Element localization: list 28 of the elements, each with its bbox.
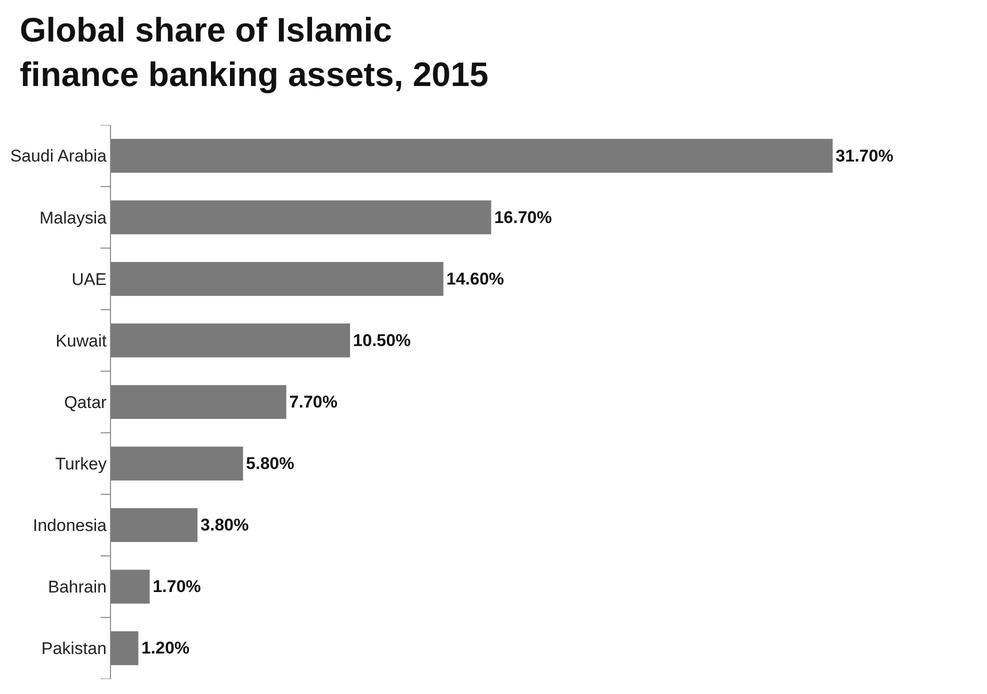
y-tick-label: Kuwait <box>56 331 107 350</box>
y-tick-label: Indonesia <box>32 516 108 536</box>
data-label: 14.60% <box>446 269 504 288</box>
y-tick-label: Turkey <box>55 454 108 474</box>
bar <box>111 385 286 419</box>
bar <box>111 570 150 604</box>
y-tick-label: Malaysia <box>40 208 108 228</box>
bar <box>111 324 350 358</box>
data-label: 7.70% <box>289 392 338 412</box>
data-label: 31.70% <box>836 146 894 166</box>
data-label: 3.80% <box>200 516 249 535</box>
data-label: 1.70% <box>152 577 201 596</box>
y-tick-label: Pakistan <box>41 639 107 658</box>
data-label: 1.20% <box>141 638 190 658</box>
chart-title: Global share of Islamic finance banking assets, 2015 <box>20 12 488 94</box>
bar <box>111 200 492 234</box>
y-tick-label: Qatar <box>64 392 107 412</box>
bar <box>111 262 444 296</box>
bar <box>111 446 244 480</box>
bar <box>111 631 138 666</box>
bar <box>111 138 833 173</box>
y-tick-label: UAE <box>72 270 107 289</box>
data-label: 16.70% <box>494 208 552 227</box>
bar <box>111 508 198 542</box>
data-label: 5.80% <box>246 454 294 474</box>
y-tick-label: Saudi Arabia <box>10 146 108 166</box>
y-tick-label: Bahrain <box>48 578 107 597</box>
data-label: 10.50% <box>353 330 411 350</box>
